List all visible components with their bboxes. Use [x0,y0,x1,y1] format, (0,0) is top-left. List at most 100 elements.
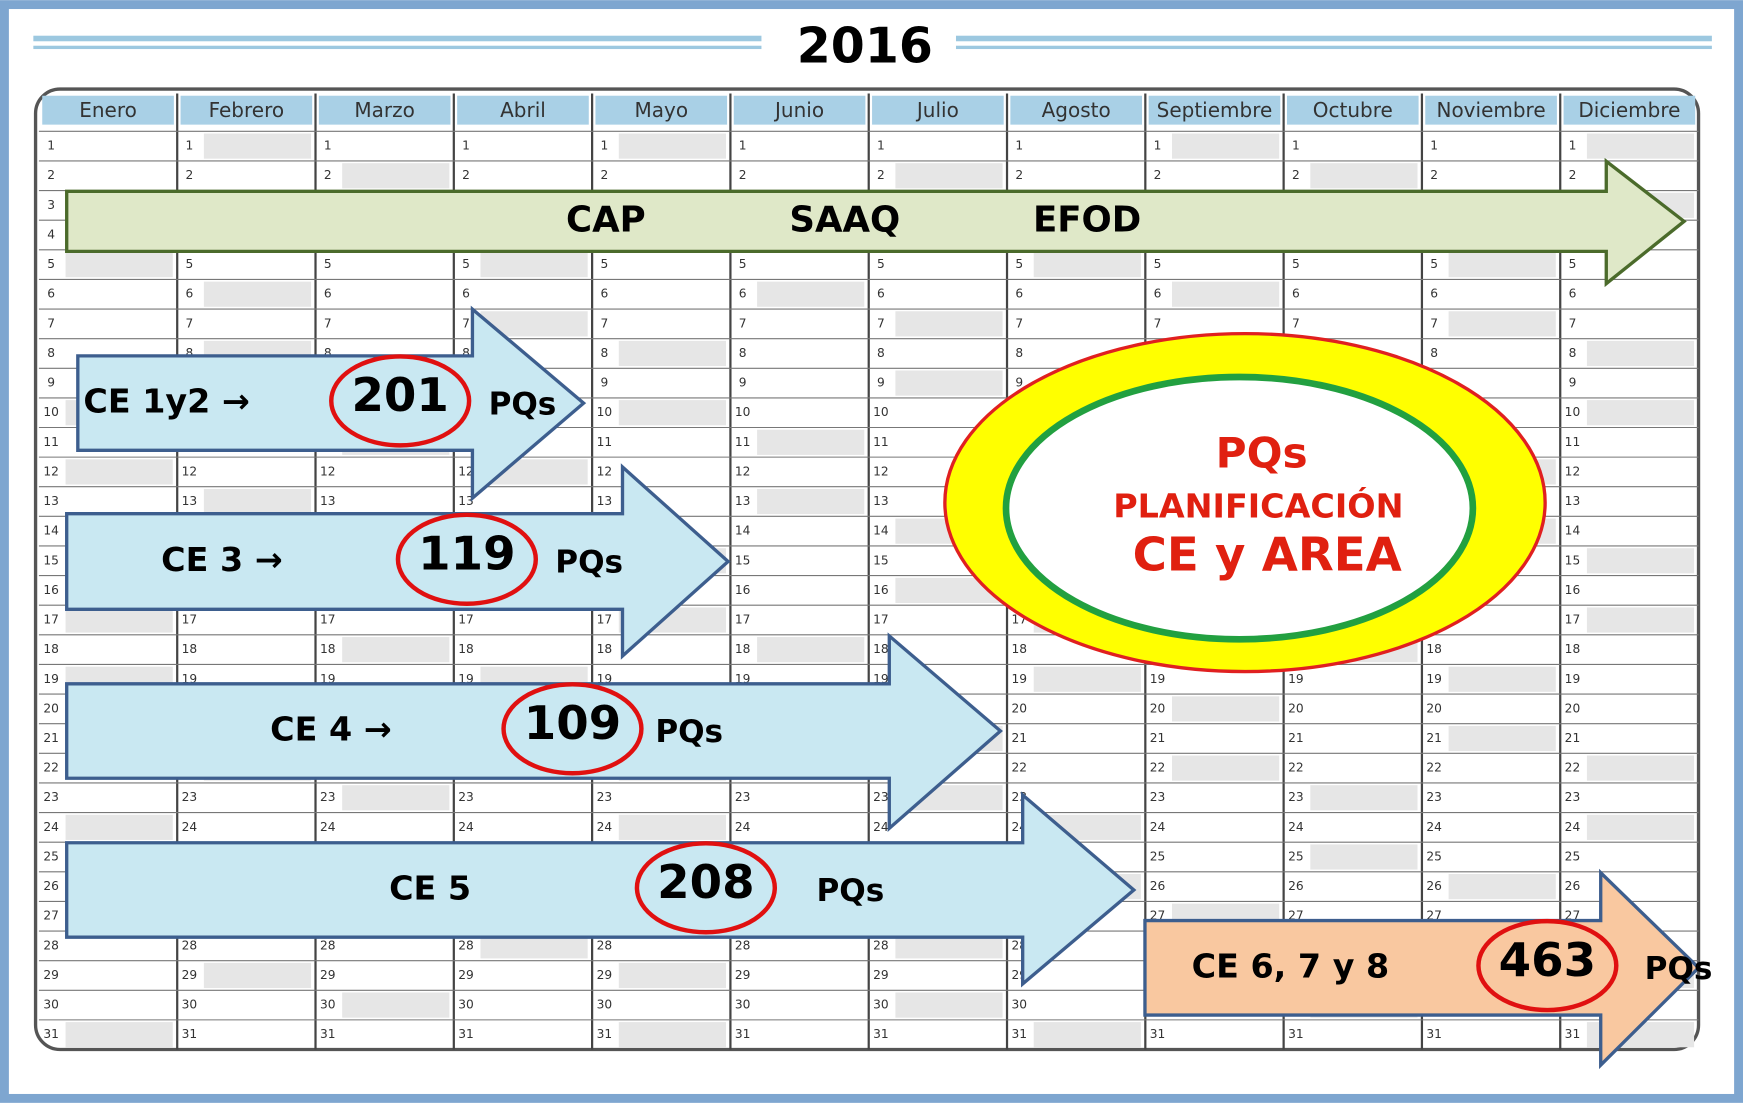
weekend-cell [1448,725,1556,752]
weekend-cell [757,637,865,663]
day-number: 12 [182,464,198,478]
count: 463 [1499,934,1596,988]
day-number: 23 [1426,790,1442,804]
day-number: 8 [1430,346,1438,360]
day-number: 1 [1292,139,1300,153]
weekend-cell [895,992,1003,1018]
day-number: 22 [1565,761,1581,775]
weekend-cell [342,785,450,811]
day-number: 23 [1288,790,1304,804]
day-number: 6 [1292,287,1300,301]
arrow-label: CE 3 → [161,540,283,579]
day-number: 31 [735,1027,751,1041]
day-number: 1 [1569,139,1577,153]
day-number: 21 [1150,731,1166,745]
day-number: 28 [320,938,336,952]
day-number: 20 [43,701,59,715]
day-number: 1 [1015,139,1023,153]
month-header [180,95,313,125]
day-number: 12 [43,464,59,478]
day-number: 2 [1569,168,1577,182]
day-number: 5 [1015,257,1023,271]
day-number: 9 [877,376,885,390]
day-number: 14 [1565,524,1581,538]
month-header [1010,95,1142,125]
weekend-cell [618,962,726,989]
arrow-shape [65,791,1137,988]
day-number: 14 [873,524,889,538]
day-number: 18 [1011,642,1027,656]
day-number: 8 [877,346,885,360]
weekend-cell [65,252,173,278]
day-number: 12 [1565,464,1581,478]
day-number: 13 [182,494,198,508]
month-label: Mayo [634,98,688,122]
day-number: 8 [1015,346,1023,360]
day-number: 1 [739,139,747,153]
day-number: 15 [873,553,889,567]
day-number: 31 [1426,1027,1442,1041]
day-number: 24 [1565,820,1581,834]
day-number: 6 [1015,287,1023,301]
day-number: 6 [1569,287,1577,301]
day-number: 24 [458,820,474,834]
day-number: 23 [43,790,59,804]
day-number: 24 [873,820,889,834]
day-number: 24 [320,820,336,834]
arrow-label: CE 6, 7 y 8 [1192,946,1390,985]
month-header [1425,95,1557,125]
weekend-cell [1586,548,1695,574]
weekend-cell [618,340,726,367]
day-number: 7 [462,316,470,330]
day-number: 7 [47,316,55,330]
unit: PQs [655,714,723,750]
weekend-cell [618,814,726,840]
day-number: 26 [1426,879,1442,893]
day-number: 21 [1565,731,1581,745]
day-number: 18 [458,642,474,656]
day-number: 11 [597,435,613,449]
day-number: 20 [1288,701,1304,715]
day-number: 7 [1154,316,1162,330]
day-number: 8 [462,346,470,360]
day-number: 30 [597,998,613,1012]
day-number: 30 [735,998,751,1012]
unit: PQs [816,873,884,909]
weekend-cell [203,962,312,989]
weekend-cell [895,163,1003,189]
weekend-cell [65,814,173,840]
arrow-shape [65,632,1003,832]
month-header [1563,95,1696,125]
day-number: 15 [43,553,59,567]
day-number: 1 [1154,139,1162,153]
weekend-cell [618,400,726,426]
weekend-cell [1586,607,1695,633]
month-label: Diciembre [1578,98,1680,122]
weekend-cell [618,1022,726,1048]
count-circle [634,841,778,935]
day-number: 28 [597,938,613,952]
day-number: 30 [458,998,474,1012]
day-number: 18 [735,642,751,656]
day-number: 21 [1288,731,1304,745]
weekend-cell [1586,133,1695,159]
month-header [42,95,174,125]
day-number: 10 [597,405,613,419]
day-number: 31 [320,1027,336,1041]
day-number: 24 [1288,820,1304,834]
day-number: 17 [182,613,198,627]
month-header [1148,95,1281,125]
day-number: 23 [873,790,889,804]
day-number: 2 [1292,168,1300,182]
weekend-cell [757,488,865,515]
day-number: 23 [458,790,474,804]
day-number: 26 [1288,879,1304,893]
day-number: 18 [320,642,336,656]
day-number: 29 [735,968,751,982]
day-number: 31 [458,1027,474,1041]
arrow-label: CE 1y2 → [83,382,249,421]
day-number: 13 [597,494,613,508]
weekend-cell [1586,340,1695,367]
day-number: 31 [1011,1027,1027,1041]
unit: PQs [489,386,557,422]
